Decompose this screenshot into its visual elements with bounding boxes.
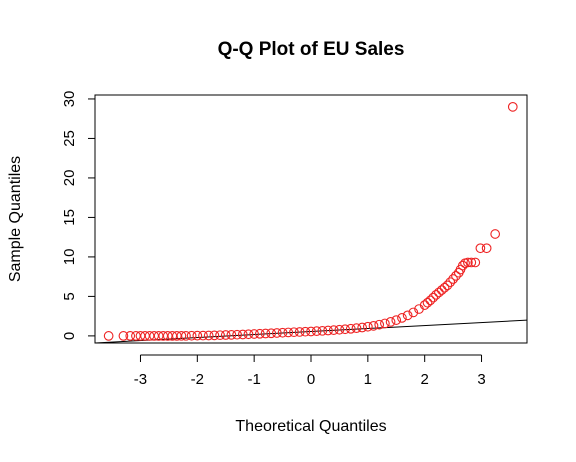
qq-reference-line bbox=[95, 319, 527, 343]
data-point bbox=[300, 326, 311, 337]
data-point bbox=[408, 307, 419, 318]
data-point bbox=[192, 330, 203, 341]
data-point bbox=[125, 331, 136, 341]
data-point bbox=[419, 300, 430, 310]
data-point bbox=[507, 101, 518, 112]
x-tick-label: 3 bbox=[477, 371, 485, 388]
data-point bbox=[203, 330, 214, 341]
data-point bbox=[345, 323, 356, 334]
data-point bbox=[249, 329, 260, 339]
data-point bbox=[215, 330, 225, 341]
y-tick-label: 0 bbox=[61, 332, 78, 340]
data-point bbox=[103, 331, 114, 341]
data-point bbox=[226, 330, 237, 340]
data-point bbox=[448, 274, 458, 284]
y-tick-label: 30 bbox=[61, 91, 78, 108]
x-tick-label: 2 bbox=[421, 371, 429, 388]
data-point bbox=[428, 292, 439, 303]
data-point bbox=[451, 271, 461, 281]
data-point bbox=[260, 328, 271, 339]
data-point bbox=[431, 289, 441, 300]
data-point bbox=[181, 330, 191, 341]
data-point bbox=[176, 330, 187, 341]
data-point bbox=[362, 321, 373, 332]
data-point bbox=[374, 319, 385, 330]
data-point bbox=[340, 324, 350, 335]
x-tick-label: -3 bbox=[134, 371, 147, 388]
x-tick-label: 1 bbox=[364, 371, 372, 388]
data-point bbox=[266, 328, 277, 339]
data-point bbox=[463, 257, 473, 268]
data-point bbox=[311, 326, 322, 337]
data-point bbox=[470, 257, 481, 268]
data-point bbox=[328, 325, 339, 335]
data-point bbox=[323, 325, 333, 336]
y-tick-label: 15 bbox=[61, 209, 78, 226]
y-tick-label: 5 bbox=[61, 292, 78, 300]
data-point bbox=[397, 313, 407, 323]
data-point bbox=[442, 280, 453, 291]
data-point bbox=[481, 243, 492, 254]
data-point bbox=[283, 327, 294, 338]
data-point bbox=[272, 328, 282, 338]
data-point bbox=[445, 277, 456, 288]
reference-line-layer bbox=[95, 319, 527, 343]
y-axis-label: Sample Quantiles bbox=[7, 156, 24, 282]
plot-area-border bbox=[94, 94, 528, 344]
data-point bbox=[118, 331, 129, 341]
data-point bbox=[243, 329, 254, 340]
data-point bbox=[422, 297, 433, 308]
data-point bbox=[425, 295, 436, 306]
data-point bbox=[186, 330, 197, 341]
y-tick-label: 20 bbox=[61, 170, 78, 187]
y-tick-label: 10 bbox=[61, 249, 78, 266]
data-point bbox=[209, 330, 220, 341]
y-tick-label: 25 bbox=[61, 130, 78, 147]
data-point bbox=[385, 317, 396, 327]
x-axis: -3 -2 -1 0 1 2 3 bbox=[134, 354, 486, 388]
data-point bbox=[289, 327, 299, 338]
data-point bbox=[198, 330, 208, 341]
data-point bbox=[391, 315, 402, 325]
data-point bbox=[294, 327, 305, 337]
data-point bbox=[439, 282, 450, 293]
data-point bbox=[357, 322, 368, 333]
x-tick-label: -1 bbox=[247, 371, 260, 388]
data-point bbox=[434, 287, 444, 298]
data-point bbox=[306, 326, 316, 337]
x-axis-label: Theoretical Quantiles bbox=[235, 418, 386, 435]
data-point bbox=[368, 321, 379, 331]
x-tick-label: 0 bbox=[307, 371, 315, 388]
data-point bbox=[237, 329, 248, 340]
data-point bbox=[351, 323, 362, 334]
data-point bbox=[380, 318, 390, 329]
data-point bbox=[232, 329, 242, 340]
data-point bbox=[402, 310, 413, 321]
data-point bbox=[466, 257, 477, 268]
data-point bbox=[334, 324, 345, 335]
data-point bbox=[220, 330, 231, 340]
data-point bbox=[436, 285, 447, 295]
y-axis: 0 5 10 15 20 25 30 bbox=[61, 91, 96, 340]
data-point bbox=[475, 243, 486, 254]
data-point bbox=[457, 260, 468, 271]
x-tick-label: -2 bbox=[191, 371, 204, 388]
points-layer bbox=[103, 101, 518, 341]
data-point bbox=[317, 325, 328, 336]
data-point bbox=[490, 229, 501, 239]
data-point bbox=[277, 327, 288, 338]
chart-title: Q-Q Plot of EU Sales bbox=[218, 39, 405, 60]
data-point bbox=[254, 328, 265, 339]
